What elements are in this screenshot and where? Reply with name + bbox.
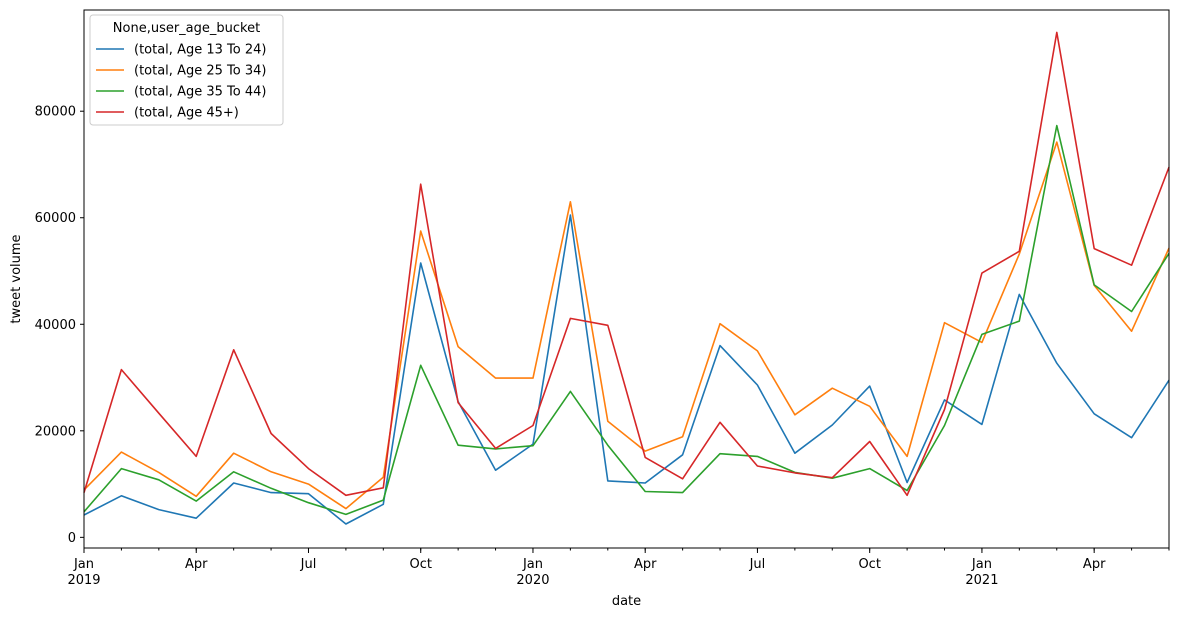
series-layer bbox=[83, 31, 1170, 525]
x-tick-year-label: 2021 bbox=[965, 573, 998, 588]
legend-title: None,user_age_bucket bbox=[113, 21, 260, 36]
y-axis: 0 20000 40000 60000 80000 bbox=[35, 105, 84, 546]
x-tick-year-label: 2019 bbox=[67, 573, 100, 588]
legend-label: (total, Age 45+) bbox=[134, 106, 239, 121]
x-tick-label: Jul bbox=[749, 557, 766, 572]
series-line-0 bbox=[83, 214, 1170, 525]
x-tick-label: Jan bbox=[522, 557, 543, 572]
y-tick-label: 60000 bbox=[35, 211, 76, 226]
plot-frame bbox=[83, 9, 1170, 549]
x-tick-label: Jul bbox=[300, 557, 317, 572]
series-line-3 bbox=[83, 31, 1170, 497]
x-tick-label: Apr bbox=[634, 557, 657, 572]
legend-items: (total, Age 13 To 24) (total, Age 25 To 3… bbox=[96, 43, 266, 121]
legend-label: (total, Age 35 To 44) bbox=[134, 85, 266, 100]
legend: None,user_age_bucket (total, Age 13 To 2… bbox=[89, 14, 284, 126]
x-tick-label: Oct bbox=[409, 557, 431, 572]
legend-label: (total, Age 13 To 24) bbox=[134, 43, 266, 58]
x-tick-year-label: 2020 bbox=[516, 573, 549, 588]
x-tick-label: Oct bbox=[858, 557, 880, 572]
x-tick-label: Jan bbox=[73, 557, 94, 572]
x-axis-label: date bbox=[612, 594, 641, 609]
y-tick-label: 80000 bbox=[35, 105, 76, 120]
x-tick-label: Apr bbox=[1083, 557, 1106, 572]
y-tick-label: 40000 bbox=[35, 318, 76, 333]
x-tick-label: Apr bbox=[185, 557, 208, 572]
legend-label: (total, Age 25 To 34) bbox=[134, 64, 266, 79]
series-line-1 bbox=[83, 141, 1170, 510]
series-line-2 bbox=[83, 124, 1170, 516]
x-tick-label: Jan bbox=[971, 557, 992, 572]
y-tick-label: 0 bbox=[68, 531, 76, 546]
y-axis-label: tweet volume bbox=[9, 234, 24, 323]
y-tick-label: 20000 bbox=[35, 424, 76, 439]
legend-box bbox=[89, 14, 284, 126]
